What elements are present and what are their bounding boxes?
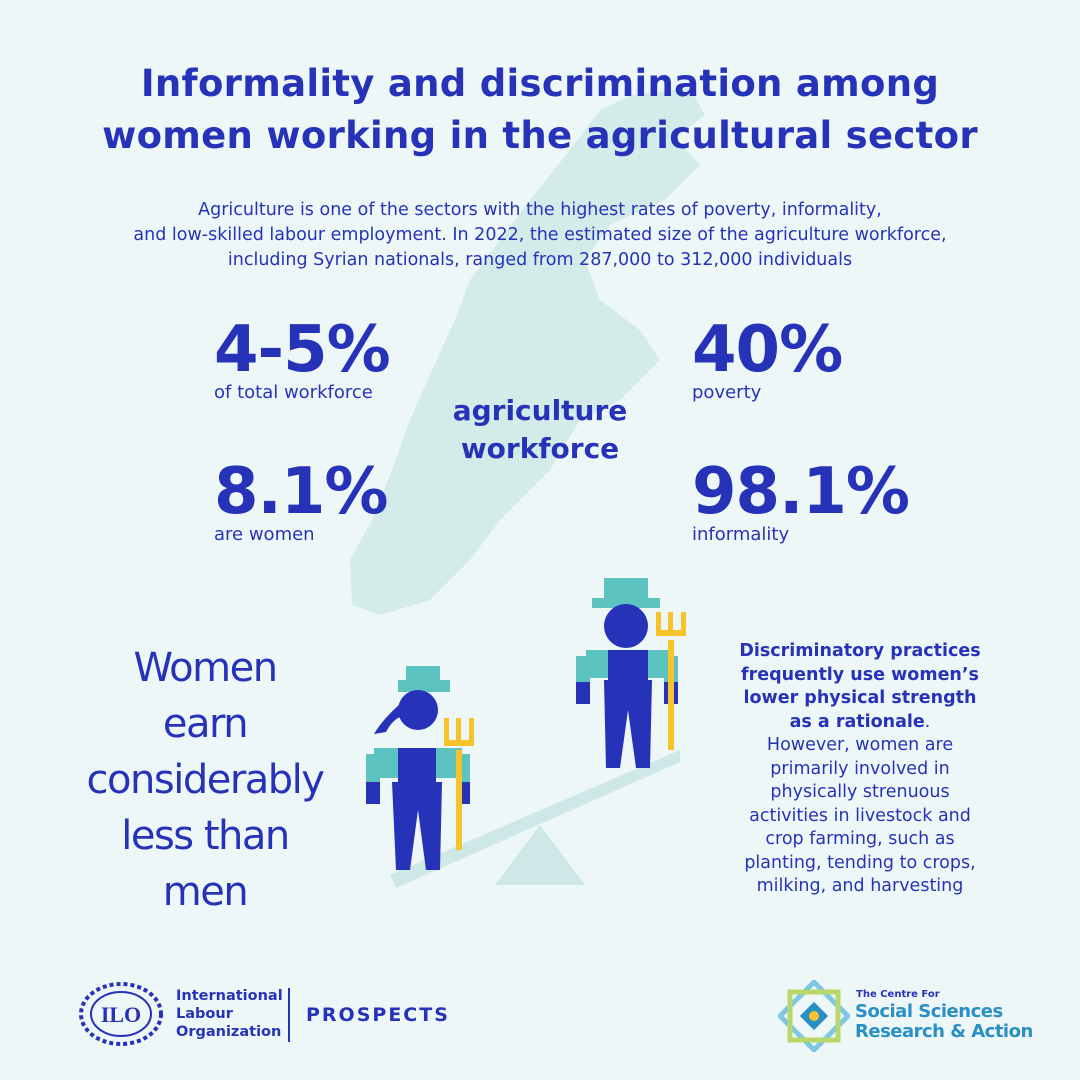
practices-line-8: activities in livestock and	[749, 805, 971, 826]
page-title: Informality and discrimination among wom…	[40, 58, 1040, 162]
earn-line-1: Women	[133, 645, 278, 691]
stat-value: 4-5%	[214, 313, 391, 387]
prospects-logo: PROSPECTS	[306, 1004, 450, 1026]
seesaw-plank-icon	[390, 750, 680, 888]
stat-label: informality	[692, 524, 790, 545]
footer-divider	[288, 988, 290, 1042]
earn-line-3: considerably	[86, 757, 325, 803]
cssra-logo	[778, 980, 850, 1052]
stat-value: 98.1%	[692, 455, 910, 529]
practices-bold-1: Discriminatory practices	[739, 641, 981, 661]
ilo-line-2: Labour	[176, 1006, 233, 1022]
stat-label: are women	[214, 524, 315, 545]
discriminatory-practices-text: Discriminatory practices frequently use …	[700, 640, 1020, 899]
stat-value: 8.1%	[214, 455, 388, 529]
cssra-small-text: The Centre For	[856, 989, 940, 1000]
practices-bold-4: as a rationale.	[789, 711, 931, 732]
intro-line-3: including Syrian nationals, ranged from …	[227, 250, 853, 270]
earn-line-5: men	[162, 869, 249, 915]
center-label-line-2: workforce	[460, 432, 620, 465]
stat-total-workforce: 4-5% of total workforce	[214, 313, 391, 404]
practices-line-10: planting, tending to crops,	[744, 852, 976, 873]
intro-paragraph: Agriculture is one of the sectors with t…	[60, 198, 1020, 273]
practices-line-6: primarily involved in	[770, 758, 950, 779]
pitchfork-icon	[444, 718, 474, 850]
center-label-line-1: agriculture	[452, 394, 628, 427]
stat-value: 40%	[692, 313, 843, 387]
earn-line-2: earn	[162, 701, 249, 747]
farmer-woman-icon	[366, 666, 470, 870]
practices-line-7: physically strenuous	[770, 782, 950, 802]
stat-label: of total workforce	[214, 382, 373, 403]
ilo-name: International Labour Organization	[176, 987, 283, 1041]
practices-bold-2: frequently use women’s	[741, 664, 979, 685]
seesaw-fulcrum-icon	[495, 825, 585, 885]
title-line-2: women working in the agricultural sector	[102, 114, 978, 157]
cssra-name: Social Sciences Research & Action	[855, 1002, 1033, 1042]
ilo-line-1: International	[176, 988, 283, 1004]
ilo-badge-text: ILO	[101, 1002, 141, 1027]
intro-line-2: and low-skilled labour employment. In 20…	[133, 225, 947, 245]
title-line-1: Informality and discrimination among	[140, 62, 940, 105]
practices-line-5: However, women are	[766, 735, 954, 755]
agriculture-workforce-label: agriculture workforce	[420, 392, 660, 468]
women-earn-less-text: Women earn considerably less than men	[60, 640, 350, 920]
stat-informality: 98.1% informality	[692, 455, 910, 546]
stat-women: 8.1% are women	[214, 460, 388, 546]
practices-line-11: milking, and harvesting	[756, 876, 964, 896]
practices-line-9: crop farming, such as	[765, 829, 955, 849]
pitchfork-icon	[656, 612, 686, 750]
earn-line-4: less than	[121, 813, 290, 859]
cssra-line-1: Social Sciences	[855, 1001, 1003, 1022]
stat-label: poverty	[692, 382, 762, 403]
ilo-logo: ILO	[79, 982, 163, 1046]
ilo-line-3: Organization	[176, 1024, 282, 1040]
farmer-man-icon	[576, 578, 678, 768]
practices-bold-3: lower physical strength	[743, 688, 977, 708]
farmers-seesaw-illustration	[366, 578, 686, 888]
cssra-line-2: Research & Action	[855, 1021, 1033, 1042]
stat-poverty: 40% poverty	[692, 313, 843, 404]
intro-line-1: Agriculture is one of the sectors with t…	[198, 200, 882, 220]
